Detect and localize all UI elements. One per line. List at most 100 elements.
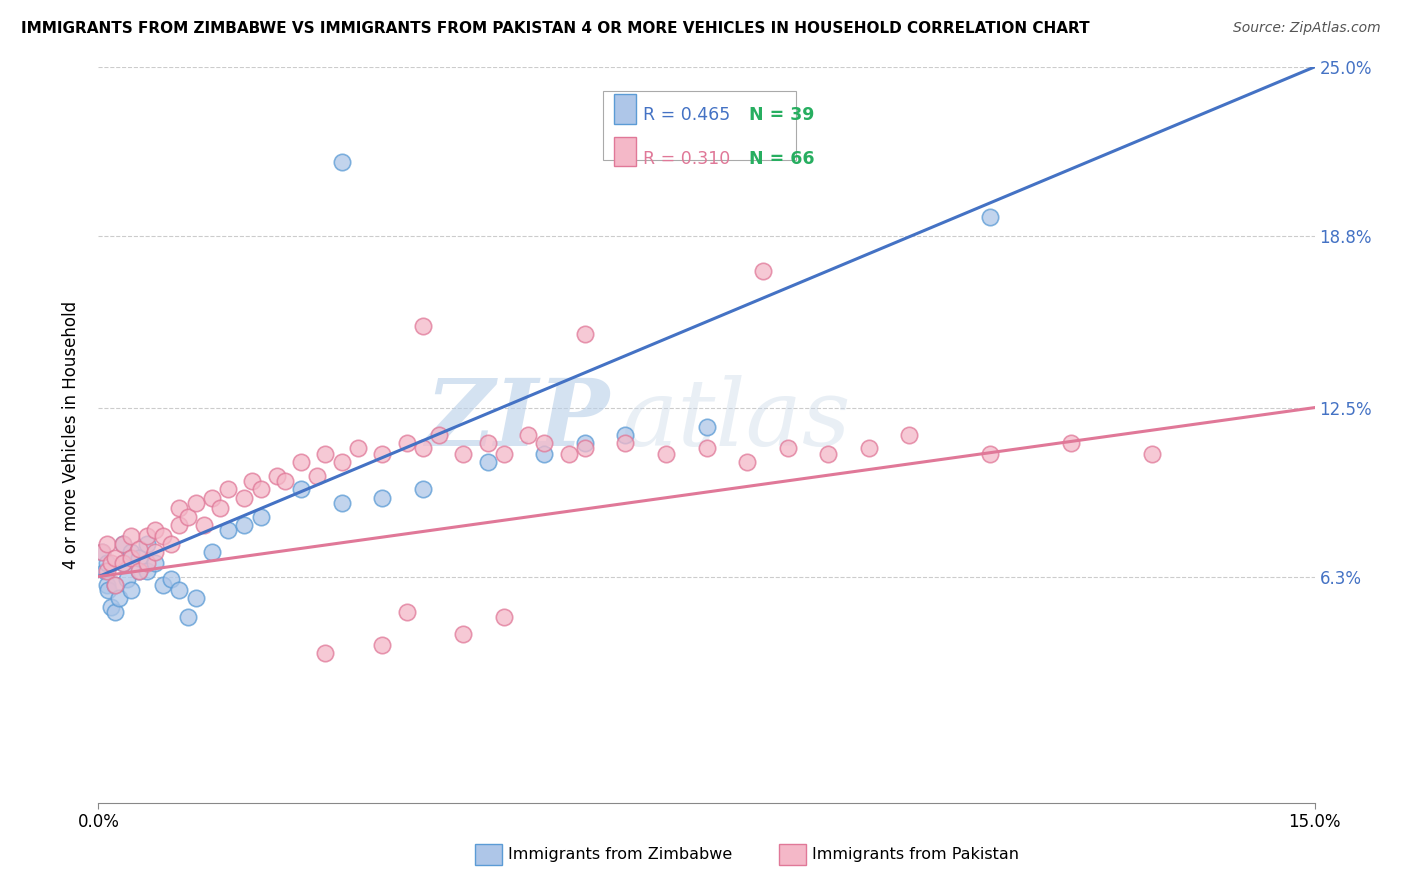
Point [614, 436, 637, 450]
Point [427, 428, 450, 442]
Point [115, 572, 138, 586]
Point [574, 436, 596, 450]
Point [817, 447, 839, 461]
Text: R = 0.465   N = 39
  R = 0.310   N = 66: R = 0.465 N = 39 R = 0.310 N = 66 [612, 100, 787, 152]
Point [104, 550, 127, 565]
Point [217, 483, 239, 497]
Point [152, 578, 174, 592]
Point [290, 483, 312, 497]
Point [735, 455, 758, 469]
FancyBboxPatch shape [614, 136, 636, 166]
Point [128, 564, 150, 578]
Point [111, 537, 134, 551]
Point [371, 491, 394, 505]
Text: ZIP: ZIP [425, 376, 609, 465]
FancyBboxPatch shape [614, 95, 636, 124]
Point [193, 517, 215, 532]
Point [209, 501, 232, 516]
Point [100, 599, 122, 614]
Text: Source: ZipAtlas.com: Source: ZipAtlas.com [1233, 21, 1381, 35]
Point [143, 523, 166, 537]
Point [453, 447, 475, 461]
Point [395, 436, 418, 450]
Point [858, 442, 880, 456]
Point [152, 529, 174, 543]
Point [169, 517, 191, 532]
Point [176, 509, 198, 524]
Point [249, 509, 271, 524]
Point [91, 545, 114, 559]
Point [266, 468, 288, 483]
Point [492, 610, 515, 624]
Point [107, 591, 129, 606]
Point [104, 605, 127, 619]
Text: atlas: atlas [621, 376, 851, 465]
Point [307, 468, 329, 483]
Point [290, 455, 312, 469]
Point [330, 155, 353, 169]
Point [371, 447, 394, 461]
Point [184, 591, 207, 606]
Text: IMMIGRANTS FROM ZIMBABWE VS IMMIGRANTS FROM PAKISTAN 4 OR MORE VEHICLES IN HOUSE: IMMIGRANTS FROM ZIMBABWE VS IMMIGRANTS F… [21, 21, 1090, 36]
Point [533, 447, 555, 461]
Point [655, 447, 678, 461]
Point [330, 496, 353, 510]
Point [120, 550, 142, 565]
Point [574, 442, 596, 456]
Text: N = 39: N = 39 [749, 106, 814, 124]
Point [371, 638, 394, 652]
Point [136, 556, 159, 570]
Point [412, 483, 434, 497]
Point [574, 326, 596, 341]
Point [96, 564, 118, 578]
Point [100, 556, 122, 570]
Point [120, 529, 142, 543]
Point [517, 428, 540, 442]
Text: R = 0.465: R = 0.465 [644, 106, 731, 124]
FancyBboxPatch shape [779, 844, 806, 864]
Point [217, 523, 239, 537]
Point [128, 564, 150, 578]
FancyBboxPatch shape [475, 844, 502, 864]
Point [111, 556, 134, 570]
Point [776, 442, 799, 456]
Point [97, 583, 120, 598]
Point [233, 491, 256, 505]
Point [128, 542, 150, 557]
Point [477, 436, 499, 450]
Point [96, 556, 118, 570]
Point [347, 442, 370, 456]
Point [201, 545, 224, 559]
Point [176, 610, 198, 624]
Point [412, 442, 434, 456]
Point [898, 428, 921, 442]
Point [249, 483, 271, 497]
Point [314, 447, 336, 461]
Point [128, 550, 150, 565]
Point [136, 564, 159, 578]
Point [96, 578, 118, 592]
Point [274, 474, 297, 488]
Point [160, 572, 183, 586]
Point [104, 578, 127, 592]
Point [120, 545, 142, 559]
Point [184, 496, 207, 510]
Point [201, 491, 224, 505]
Point [111, 537, 134, 551]
Point [453, 627, 475, 641]
Text: N = 66: N = 66 [749, 150, 814, 168]
Point [330, 455, 353, 469]
Point [979, 210, 1001, 224]
Point [136, 537, 159, 551]
Point [143, 556, 166, 570]
Point [395, 605, 418, 619]
Point [143, 545, 166, 559]
Y-axis label: 4 or more Vehicles in Household: 4 or more Vehicles in Household [62, 301, 80, 569]
Point [160, 537, 183, 551]
Point [91, 545, 114, 559]
Point [696, 442, 718, 456]
Point [1142, 447, 1164, 461]
Point [492, 447, 515, 461]
Point [696, 419, 718, 434]
Point [557, 447, 579, 461]
